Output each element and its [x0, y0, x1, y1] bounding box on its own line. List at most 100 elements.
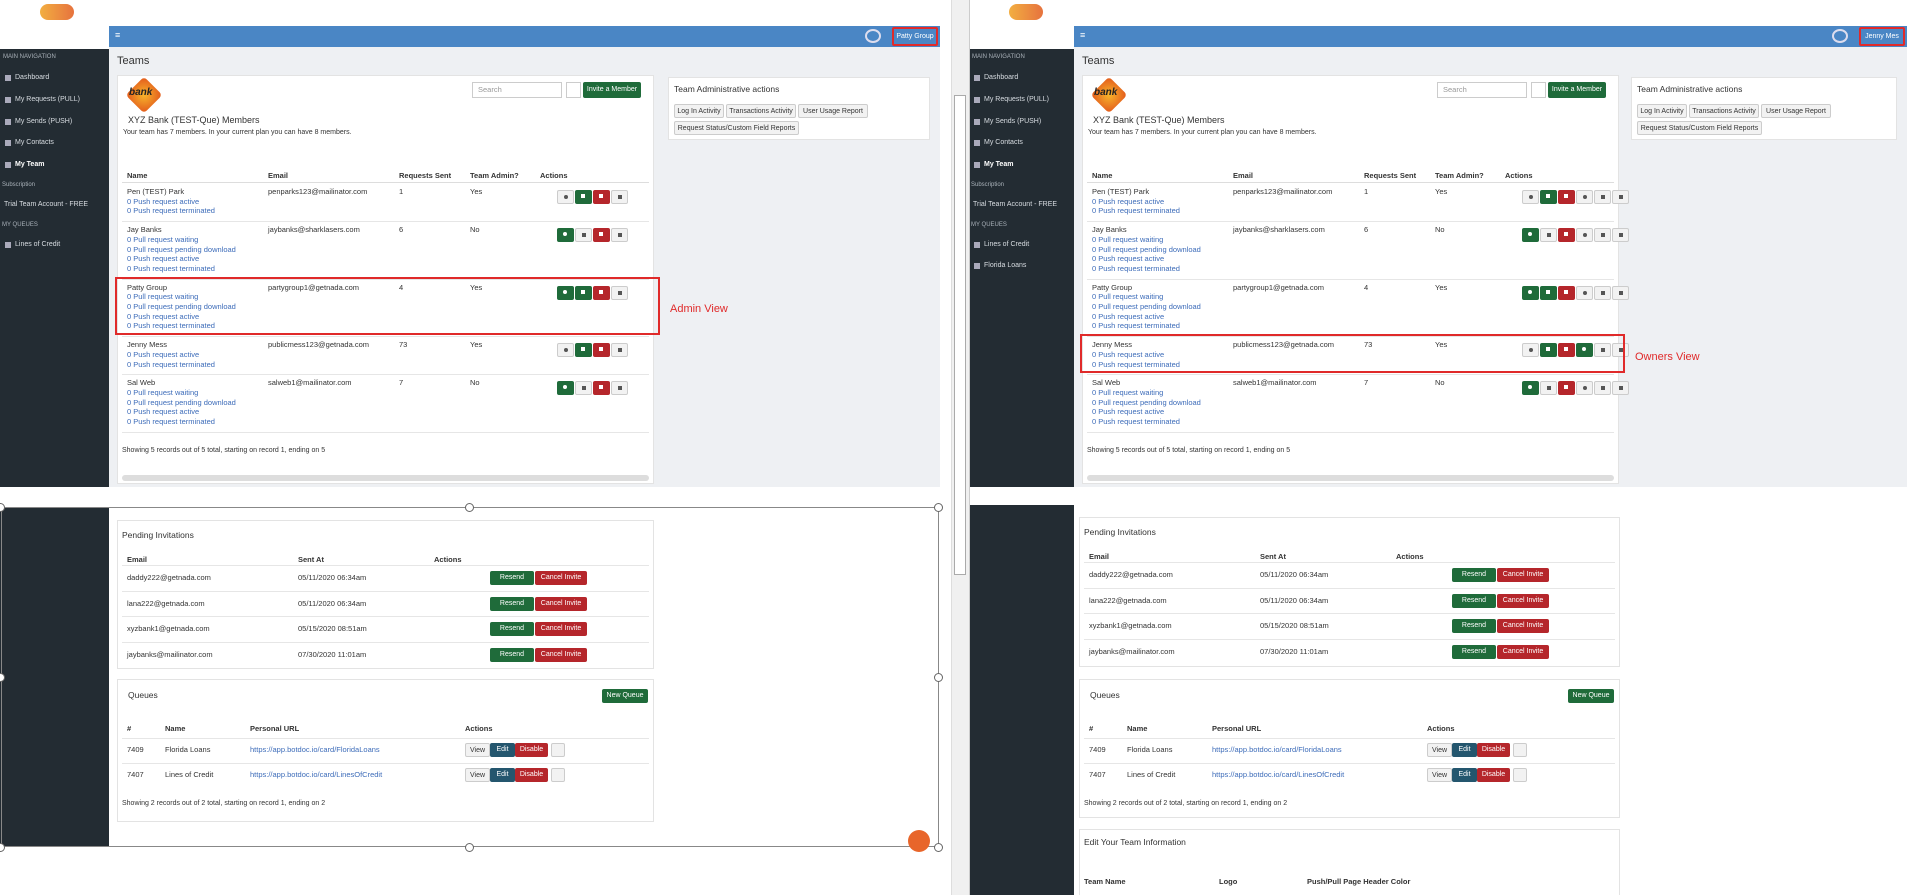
nav-item[interactable]: My Team [15, 161, 45, 168]
action-book[interactable] [575, 343, 592, 358]
new-queue-button[interactable]: New Queue [602, 689, 648, 703]
edit-button[interactable]: Edit [490, 768, 515, 782]
member-link[interactable]: 0 Push request active [1092, 407, 1165, 417]
disable-button[interactable]: Disable [1477, 768, 1510, 782]
member-link[interactable]: 0 Pull request pending download [1092, 244, 1201, 254]
action-circle[interactable] [1576, 343, 1593, 358]
queue-url[interactable]: https://app.botdoc.io/card/LinesOfCredit [250, 770, 383, 779]
action-key[interactable] [611, 190, 628, 204]
action-user[interactable] [1612, 285, 1629, 300]
queue-url[interactable]: https://app.botdoc.io/card/FloridaLoans [1212, 745, 1342, 754]
action-circle[interactable] [1576, 228, 1593, 243]
nav-item[interactable]: Dashboard [15, 74, 50, 81]
nav-item[interactable]: My Requests (PULL) [984, 96, 1049, 103]
cancel-button[interactable]: Cancel Invite [1497, 593, 1549, 608]
action-key[interactable] [611, 285, 628, 300]
queue-user-button[interactable] [1513, 743, 1527, 757]
action-book[interactable] [1540, 228, 1557, 243]
queue-user-button[interactable] [1513, 768, 1527, 782]
action-book[interactable] [1540, 343, 1557, 358]
help-button[interactable] [908, 830, 930, 852]
resend-button[interactable]: Resend [490, 622, 534, 636]
member-link[interactable]: 0 Pull request pending download [1092, 397, 1201, 407]
disable-button[interactable]: Disable [515, 768, 548, 782]
action-book[interactable] [575, 228, 592, 243]
action-eye[interactable] [557, 381, 574, 396]
member-link[interactable]: 0 Push request active [1092, 311, 1165, 321]
action-key[interactable] [611, 228, 628, 243]
search-button[interactable] [566, 82, 581, 98]
member-link[interactable]: 0 Push request active [127, 254, 200, 264]
action-eye[interactable] [1522, 381, 1539, 396]
cancel-button[interactable]: Cancel Invite [535, 571, 587, 585]
member-link[interactable]: 0 Pull request waiting [127, 292, 199, 302]
member-link[interactable]: 0 Push request active [127, 349, 200, 359]
action-book[interactable] [575, 381, 592, 396]
member-link[interactable]: 0 Push request terminated [1092, 263, 1180, 273]
resend-button[interactable]: Resend [490, 596, 534, 611]
action-x[interactable] [593, 381, 610, 396]
view-button[interactable]: View [465, 768, 490, 782]
action-x[interactable] [1558, 228, 1575, 243]
user-button[interactable]: Patty Group [892, 27, 938, 46]
view-button[interactable]: View [1427, 743, 1452, 757]
user-button[interactable]: Jenny Mes [1859, 27, 1905, 46]
action-key[interactable] [1594, 285, 1611, 300]
action-book[interactable] [1540, 190, 1557, 204]
member-link[interactable]: 0 Push request terminated [127, 417, 215, 426]
admin-action-button[interactable]: Log In Activity [1637, 104, 1687, 118]
action-user[interactable] [1612, 381, 1629, 396]
admin-action-button[interactable]: Transactions Activity [1689, 104, 1759, 118]
action-eye[interactable] [1522, 343, 1539, 358]
member-link[interactable]: 0 Push request terminated [127, 206, 215, 216]
member-link[interactable]: 0 Push request terminated [1092, 417, 1180, 426]
action-key[interactable] [1594, 381, 1611, 396]
member-link[interactable]: 0 Push request terminated [1092, 359, 1180, 369]
nav-item[interactable]: Dashboard [984, 74, 1019, 81]
invite-button[interactable]: Invite a Member [583, 82, 641, 98]
member-link[interactable]: 0 Push request active [127, 196, 200, 206]
action-eye[interactable] [1522, 190, 1539, 204]
queue-url[interactable]: https://app.botdoc.io/card/LinesOfCredit [1212, 770, 1345, 779]
action-circle[interactable] [1576, 285, 1593, 300]
admin-action-button[interactable]: User Usage Report [798, 104, 868, 118]
action-x[interactable] [1558, 285, 1575, 300]
search-input[interactable]: Search [472, 82, 562, 98]
view-button[interactable]: View [1427, 768, 1452, 782]
queue-user-button[interactable] [551, 743, 565, 757]
nav-item[interactable]: My Team [984, 161, 1014, 168]
member-link[interactable]: 0 Push request terminated [1092, 321, 1180, 331]
member-link[interactable]: 0 Push request active [1092, 196, 1165, 206]
action-x[interactable] [1558, 343, 1575, 358]
action-eye[interactable] [557, 190, 574, 204]
member-link[interactable]: 0 Push request active [1092, 254, 1165, 264]
resend-button[interactable]: Resend [1452, 568, 1496, 582]
action-book[interactable] [1540, 285, 1557, 300]
action-eye[interactable] [557, 285, 574, 300]
member-link[interactable]: 0 Pull request waiting [127, 387, 199, 397]
admin-action-button[interactable]: User Usage Report [1761, 104, 1831, 118]
admin-action-button[interactable]: Request Status/Custom Field Reports [1637, 121, 1762, 135]
member-link[interactable]: 0 Pull request waiting [1092, 292, 1164, 302]
resend-button[interactable]: Resend [1452, 593, 1496, 608]
edit-button[interactable]: Edit [490, 743, 515, 757]
admin-action-button[interactable]: Request Status/Custom Field Reports [674, 121, 799, 135]
edit-button[interactable]: Edit [1452, 768, 1477, 782]
action-key[interactable] [611, 381, 628, 396]
action-eye[interactable] [557, 343, 574, 358]
nav-item[interactable]: Lines of Credit [984, 241, 1030, 248]
nav-item[interactable]: My Sends (PUSH) [984, 118, 1042, 125]
queue-url[interactable]: https://app.botdoc.io/card/FloridaLoans [250, 745, 380, 754]
action-circle[interactable] [1576, 381, 1593, 396]
view-button[interactable]: View [465, 743, 490, 757]
resend-button[interactable]: Resend [1452, 619, 1496, 633]
nav-item[interactable]: Florida Loans [984, 262, 1027, 269]
action-key[interactable] [1594, 190, 1611, 204]
action-x[interactable] [593, 228, 610, 243]
disable-button[interactable]: Disable [515, 743, 548, 757]
resend-button[interactable]: Resend [490, 647, 534, 662]
action-x[interactable] [1558, 190, 1575, 204]
member-link[interactable]: 0 Pull request waiting [1092, 234, 1164, 244]
action-user[interactable] [1612, 190, 1629, 204]
cancel-button[interactable]: Cancel Invite [535, 622, 587, 636]
